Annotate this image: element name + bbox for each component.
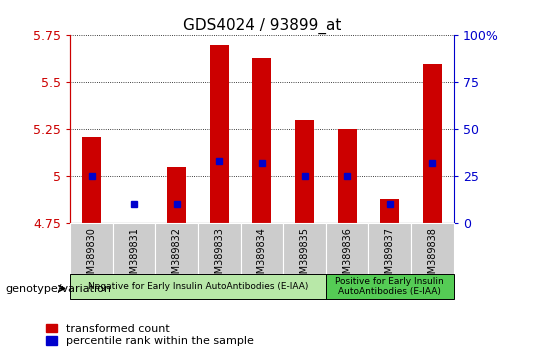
Text: GSM389838: GSM389838 xyxy=(427,227,437,286)
Text: GSM389832: GSM389832 xyxy=(172,227,181,286)
Bar xyxy=(156,223,198,274)
Bar xyxy=(113,223,156,274)
Text: GSM389830: GSM389830 xyxy=(86,227,97,286)
Text: genotype/variation: genotype/variation xyxy=(5,284,111,293)
Bar xyxy=(411,223,454,274)
Bar xyxy=(326,223,368,274)
Bar xyxy=(198,223,241,274)
Text: Positive for Early Insulin
AutoAntibodies (E-IAA): Positive for Early Insulin AutoAntibodie… xyxy=(335,277,444,296)
Text: GSM389833: GSM389833 xyxy=(214,227,224,286)
Bar xyxy=(326,274,454,299)
Legend: transformed count, percentile rank within the sample: transformed count, percentile rank withi… xyxy=(43,321,255,348)
Bar xyxy=(241,223,283,274)
Bar xyxy=(368,223,411,274)
Bar xyxy=(70,274,326,299)
Text: GSM389831: GSM389831 xyxy=(129,227,139,286)
Bar xyxy=(167,167,186,223)
Bar xyxy=(380,199,399,223)
Bar xyxy=(82,137,101,223)
Bar xyxy=(423,64,442,223)
Text: GSM389834: GSM389834 xyxy=(257,227,267,286)
Text: Negative for Early Insulin AutoAntibodies (E-IAA): Negative for Early Insulin AutoAntibodie… xyxy=(88,282,308,291)
Text: GSM389837: GSM389837 xyxy=(384,227,395,286)
Bar xyxy=(252,58,272,223)
Bar xyxy=(295,120,314,223)
Bar xyxy=(210,45,229,223)
Bar xyxy=(70,223,113,274)
Text: GSM389836: GSM389836 xyxy=(342,227,352,286)
Bar xyxy=(283,223,326,274)
Text: GSM389835: GSM389835 xyxy=(300,227,309,286)
Bar xyxy=(338,129,357,223)
Title: GDS4024 / 93899_at: GDS4024 / 93899_at xyxy=(183,18,341,34)
